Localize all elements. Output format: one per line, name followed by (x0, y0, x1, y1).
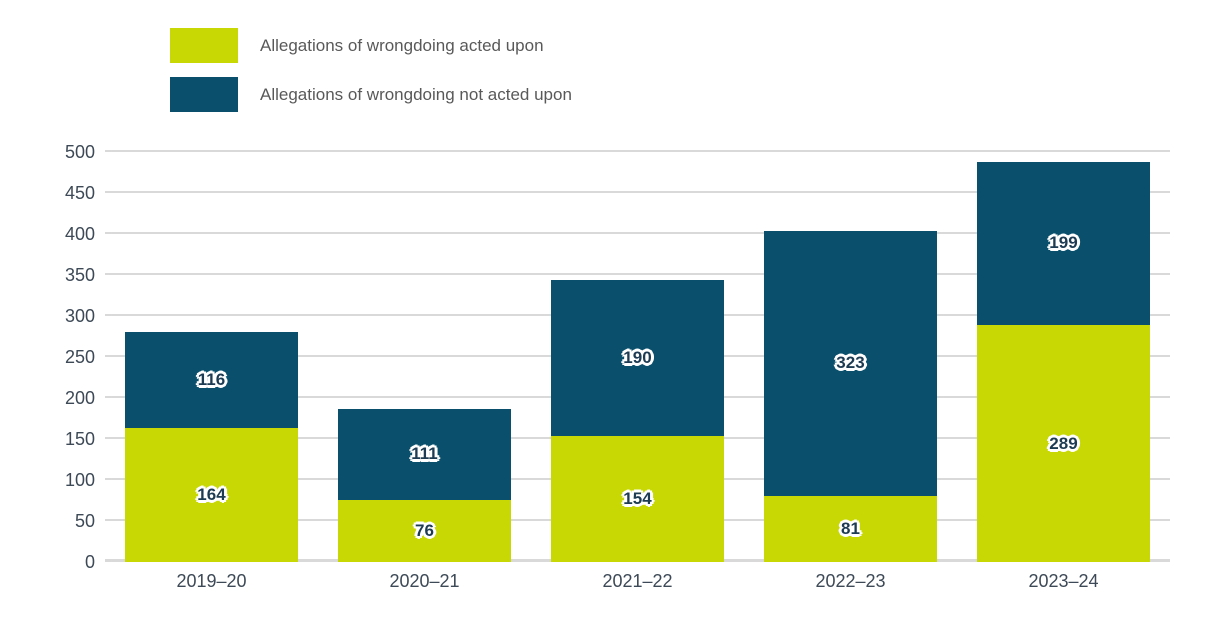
bar-slot: 164 116 (105, 152, 318, 562)
stacked-bar: 289 199 (977, 152, 1150, 562)
bar-segment: 199 (977, 161, 1150, 326)
y-tick-label: 400 (64, 224, 95, 244)
y-tick-label: 150 (64, 429, 95, 449)
bar-segment: 154 (551, 435, 724, 562)
y-tick-label: 350 (64, 265, 95, 285)
y-axis: 0 50 100 150 200 250 300 350 400 450 500 (0, 143, 95, 571)
gridline (105, 273, 1170, 275)
data-label: 116 (197, 369, 226, 389)
bars-container: 164 116 76 111 154 190 81 323 289 199 (105, 152, 1170, 562)
data-label: 111 (411, 444, 438, 464)
y-tick-label: 250 (64, 347, 95, 367)
stacked-bar: 164 116 (125, 152, 298, 562)
bar-segment: 116 (125, 332, 298, 428)
x-tick-label: 2022–23 (815, 571, 886, 591)
legend-item: Allegations of wrongdoing acted upon (170, 28, 572, 63)
data-label: 81 (841, 518, 860, 538)
bar-slot: 154 190 (531, 152, 744, 562)
legend-label: Allegations of wrongdoing acted upon (260, 35, 544, 55)
plot-area: 164 116 76 111 154 190 81 323 289 199 (105, 150, 1170, 562)
gridline (105, 191, 1170, 193)
bar-segment: 190 (551, 279, 724, 436)
data-label: 154 (623, 488, 652, 508)
bar-slot: 81 323 (744, 152, 957, 562)
bar-segment: 323 (764, 230, 937, 496)
legend-swatch-icon (170, 28, 238, 63)
y-tick-label: 200 (64, 388, 95, 408)
x-axis: 2019–20 2020–21 2021–22 2022–23 2023–24 (105, 571, 1170, 592)
legend-item: Allegations of wrongdoing not acted upon (170, 77, 572, 112)
bar-segment: 76 (338, 499, 511, 562)
legend-label: Allegations of wrongdoing not acted upon (260, 84, 572, 104)
stacked-bar: 76 111 (338, 152, 511, 562)
stacked-bar: 81 323 (764, 152, 937, 562)
gridline (105, 150, 1170, 152)
bar-segment: 164 (125, 427, 298, 562)
chart-legend: Allegations of wrongdoing acted upon Alle… (170, 28, 572, 112)
y-tick-label: 0 (84, 552, 95, 572)
data-label: 76 (415, 520, 434, 540)
data-label: 199 (1049, 233, 1078, 253)
bar-slot: 289 199 (957, 152, 1170, 562)
y-tick-label: 300 (64, 306, 95, 326)
y-tick-label: 450 (64, 183, 95, 203)
data-label: 190 (623, 347, 652, 367)
bar-segment: 289 (977, 325, 1150, 562)
data-label: 289 (1049, 433, 1078, 453)
bar-segment: 81 (764, 495, 937, 562)
x-tick-label: 2021–22 (602, 571, 673, 591)
y-tick-label: 100 (64, 470, 95, 490)
legend-swatch-icon (170, 77, 238, 112)
x-tick-label: 2023–24 (1028, 571, 1099, 591)
x-tick-label: 2020–21 (389, 571, 460, 591)
bar-segment: 111 (338, 408, 511, 500)
data-label: 323 (836, 353, 865, 373)
stacked-bar: 154 190 (551, 152, 724, 562)
gridline (105, 232, 1170, 234)
y-tick-label: 500 (64, 142, 95, 162)
bar-slot: 76 111 (318, 152, 531, 562)
data-label: 164 (197, 484, 226, 504)
x-tick-label: 2019–20 (176, 571, 247, 591)
y-tick-label: 50 (74, 511, 95, 531)
